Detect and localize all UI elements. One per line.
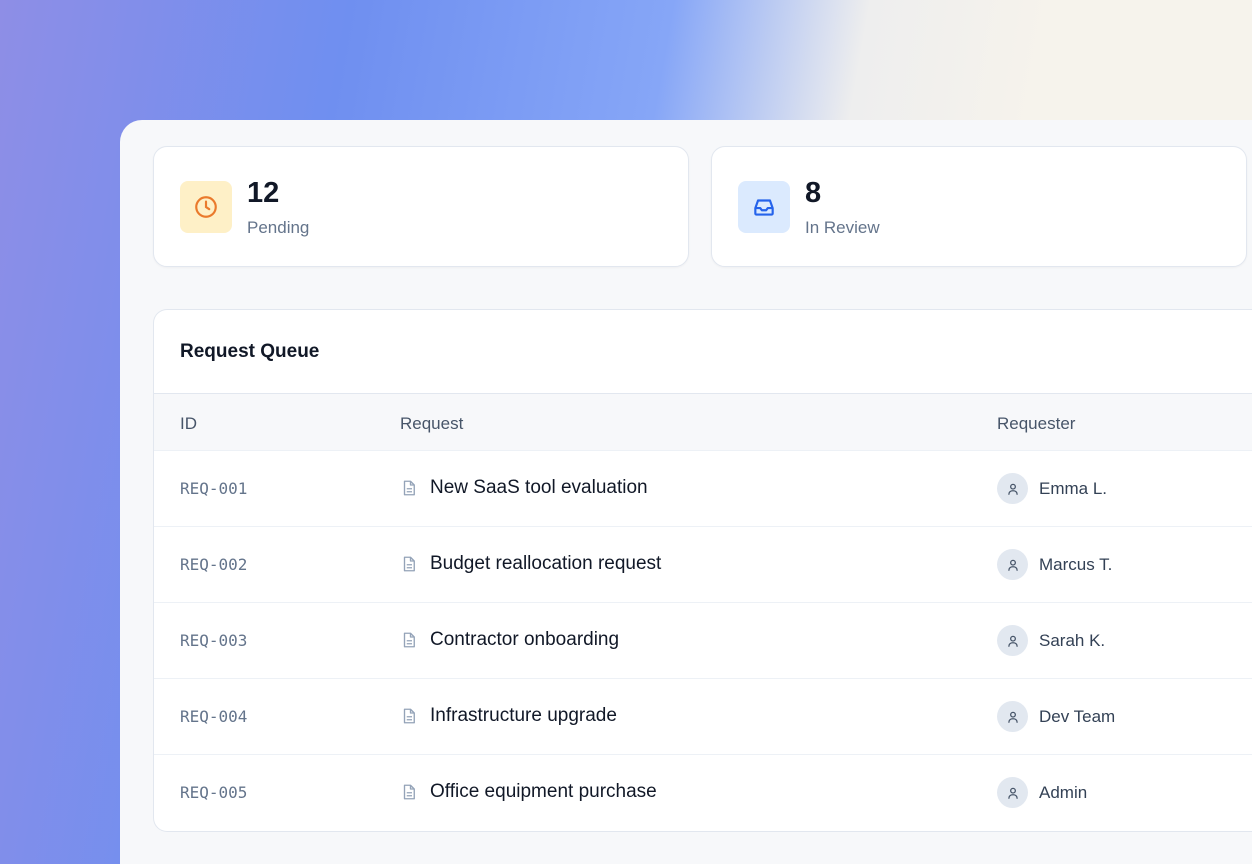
avatar xyxy=(997,777,1028,808)
request-id: REQ-001 xyxy=(180,479,248,498)
avatar xyxy=(997,473,1028,504)
stat-value: 12 xyxy=(247,177,280,209)
request-queue-card: Request Queue ID Request Requester REQ-0… xyxy=(153,309,1252,832)
avatar xyxy=(997,701,1028,732)
inbox-icon xyxy=(738,181,790,233)
document-icon xyxy=(400,783,418,801)
request-id: REQ-004 xyxy=(180,707,248,726)
stat-label: Pending xyxy=(247,218,310,237)
request-title[interactable]: New SaaS tool evaluation xyxy=(430,477,648,498)
request-id: REQ-002 xyxy=(180,555,248,574)
table-row[interactable]: REQ-004 Infrastructure upgrade Dev Team xyxy=(154,678,1252,754)
requester-name: Dev Team xyxy=(1039,706,1116,726)
avatar xyxy=(997,625,1028,656)
table-row[interactable]: REQ-002 Budget reallocation request Marc… xyxy=(154,526,1252,602)
document-icon xyxy=(400,707,418,725)
request-title[interactable]: Infrastructure upgrade xyxy=(430,705,617,726)
request-id: REQ-003 xyxy=(180,631,248,650)
user-icon xyxy=(1006,482,1020,496)
requester-name: Admin xyxy=(1039,782,1088,802)
table-row[interactable]: REQ-005 Office equipment purchase Admin xyxy=(154,754,1252,830)
column-header-id: ID xyxy=(180,414,197,433)
section-title: Request Queue xyxy=(180,341,320,362)
avatar xyxy=(997,549,1028,580)
stat-label: In Review xyxy=(805,218,880,237)
document-icon xyxy=(400,631,418,649)
dashboard-panel: 12 Pending 8 In Review Request Queue ID … xyxy=(120,120,1252,864)
requester-name: Marcus T. xyxy=(1039,554,1113,574)
column-header-requester: Requester xyxy=(997,414,1076,433)
request-title[interactable]: Office equipment purchase xyxy=(430,781,657,802)
stat-card-in-review: 8 In Review xyxy=(711,146,1247,267)
request-id: REQ-005 xyxy=(180,783,248,802)
request-title[interactable]: Contractor onboarding xyxy=(430,629,620,650)
table-row[interactable]: REQ-001 New SaaS tool evaluation Emma L. xyxy=(154,450,1252,526)
user-icon xyxy=(1006,558,1020,572)
table-header: ID Request Requester xyxy=(154,393,1252,450)
column-header-request: Request xyxy=(400,414,464,433)
requester-name: Emma L. xyxy=(1039,478,1108,498)
user-icon xyxy=(1006,710,1020,724)
user-icon xyxy=(1006,634,1020,648)
stat-value: 8 xyxy=(805,177,822,209)
document-icon xyxy=(400,479,418,497)
request-title[interactable]: Budget reallocation request xyxy=(430,553,662,574)
user-icon xyxy=(1006,786,1020,800)
clock-icon xyxy=(180,181,232,233)
requester-name: Sarah K. xyxy=(1039,630,1106,650)
document-icon xyxy=(400,555,418,573)
table-row[interactable]: REQ-003 Contractor onboarding Sarah K. xyxy=(154,602,1252,678)
stat-card-pending: 12 Pending xyxy=(153,146,689,267)
